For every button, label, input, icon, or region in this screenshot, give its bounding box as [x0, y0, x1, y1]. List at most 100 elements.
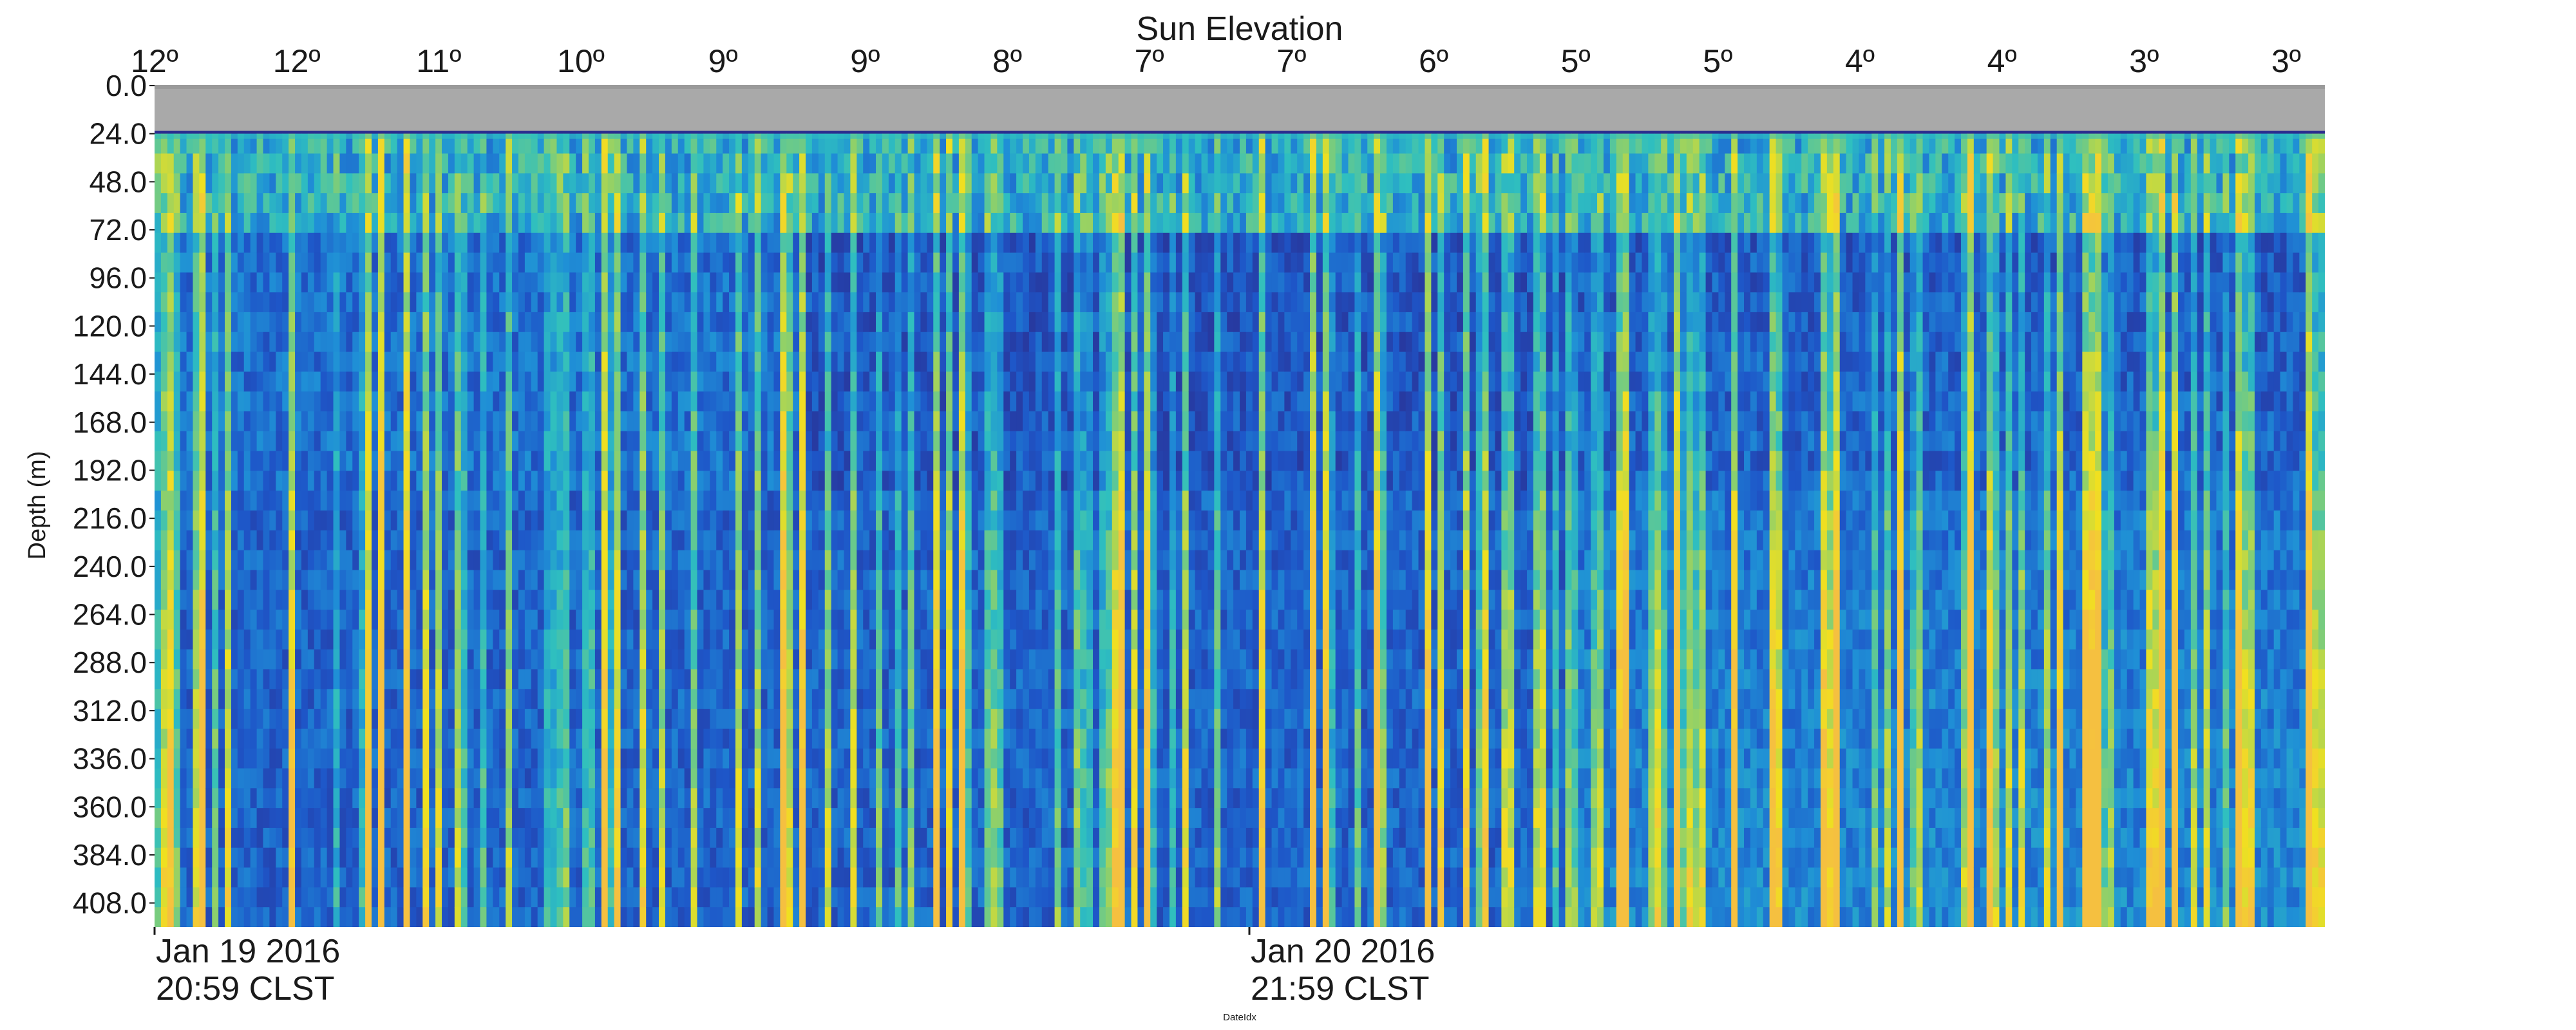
heatmap-cell	[372, 471, 379, 491]
heatmap-cell	[435, 847, 442, 868]
heatmap-cell	[289, 748, 296, 769]
heatmap-cell	[333, 709, 341, 729]
heatmap-cell	[793, 887, 800, 908]
heatmap-cell	[627, 491, 634, 511]
heatmap-cell	[250, 133, 258, 154]
heatmap-cell	[876, 252, 883, 273]
heatmap-cell	[276, 590, 283, 610]
heatmap-cell	[563, 491, 570, 511]
heatmap-cell	[160, 768, 168, 789]
heatmap-cell	[410, 887, 417, 908]
heatmap-cell	[607, 748, 615, 769]
heatmap-cell	[473, 292, 481, 313]
heatmap-cell	[410, 391, 417, 412]
heatmap-cell	[703, 371, 710, 392]
top-axis-ticks: 12º 12º 11º 10º 9º 9º 8º 7º 7º 6º 5º 5º 4º 4º 3º 3º	[131, 43, 2301, 79]
heatmap-cell	[824, 351, 832, 372]
heatmap-cell	[167, 351, 175, 372]
heatmap-cell	[850, 153, 857, 174]
heatmap-cell	[607, 153, 615, 174]
heatmap-cell	[493, 550, 500, 571]
heatmap-cell	[761, 252, 768, 273]
heatmap-cell	[250, 391, 258, 412]
heatmap-cell	[735, 411, 743, 432]
heatmap-cell	[773, 252, 781, 273]
heatmap-cell	[480, 232, 488, 254]
heatmap-cell	[390, 530, 398, 551]
heatmap-cell	[703, 788, 710, 809]
heatmap-cell	[403, 332, 411, 353]
heatmap-cell	[518, 371, 526, 392]
heatmap-cell	[793, 590, 800, 610]
heatmap-cell	[761, 808, 768, 829]
y-tick-label: 216.0	[73, 501, 147, 535]
heatmap-cell	[422, 867, 430, 888]
heatmap-cell	[186, 550, 194, 571]
heatmap-cell	[397, 133, 404, 154]
heatmap-cell	[563, 351, 570, 372]
heatmap-cell	[544, 292, 551, 313]
heatmap-cell	[633, 689, 640, 709]
heatmap-cell	[710, 570, 717, 590]
heatmap-cell	[716, 709, 723, 729]
heatmap-cell	[569, 610, 576, 630]
heatmap-cell	[250, 332, 258, 353]
heatmap-cell	[633, 133, 640, 154]
heatmap-cell	[754, 312, 762, 333]
heatmap-cell	[422, 173, 430, 194]
heatmap-cell	[243, 510, 251, 531]
heatmap-cell	[218, 689, 225, 709]
heatmap-cell	[518, 728, 526, 749]
heatmap-cell	[594, 768, 602, 789]
heatmap-cell	[818, 610, 826, 630]
heatmap-cell	[907, 728, 915, 749]
heatmap-cell	[729, 788, 736, 809]
heatmap-cell	[480, 431, 488, 452]
heatmap-cell	[857, 491, 864, 511]
heatmap-cell	[212, 808, 219, 829]
heatmap-cell	[607, 173, 615, 194]
top-tick-label: 9º	[708, 43, 738, 79]
heatmap-cell	[940, 292, 947, 313]
heatmap-cell	[863, 689, 870, 709]
heatmap-cell	[173, 133, 181, 154]
heatmap-cell	[620, 669, 628, 689]
heatmap-cell	[435, 451, 442, 472]
heatmap-cell	[920, 292, 927, 313]
heatmap-cell	[282, 232, 289, 254]
heatmap-cell	[729, 550, 736, 571]
heatmap-cell	[231, 431, 238, 452]
heatmap-cell	[180, 411, 187, 432]
heatmap-cell	[155, 371, 162, 392]
heatmap-cell	[824, 847, 832, 868]
heatmap-cell	[659, 629, 666, 650]
heatmap-cell	[467, 391, 475, 412]
heatmap-cell	[888, 907, 896, 927]
heatmap-cell	[410, 689, 417, 709]
heatmap-cell	[761, 788, 768, 809]
heatmap-cell	[824, 887, 832, 908]
heatmap-cell	[155, 471, 162, 491]
heatmap-cell	[723, 550, 730, 571]
heatmap-cell	[212, 907, 219, 927]
heatmap-cell	[410, 292, 417, 313]
heatmap-cell	[869, 550, 876, 571]
heatmap-cell	[607, 689, 615, 709]
heatmap-cell	[531, 728, 538, 749]
heatmap-cell	[786, 768, 793, 789]
heatmap-cell	[767, 471, 775, 491]
heatmap-cell	[429, 768, 436, 789]
heatmap-cell	[569, 153, 576, 174]
heatmap-cell	[563, 173, 570, 194]
heatmap-cell	[531, 173, 538, 194]
heatmap-cell	[754, 570, 762, 590]
heatmap-cell	[499, 669, 506, 689]
heatmap-cell	[761, 351, 768, 372]
heatmap-cell	[793, 847, 800, 868]
heatmap-cell	[652, 332, 659, 353]
heatmap-cell	[614, 451, 621, 472]
heatmap-cell	[518, 272, 526, 293]
heatmap-cell	[390, 808, 398, 829]
heatmap-cell	[556, 193, 564, 214]
heatmap-cell	[576, 510, 583, 531]
